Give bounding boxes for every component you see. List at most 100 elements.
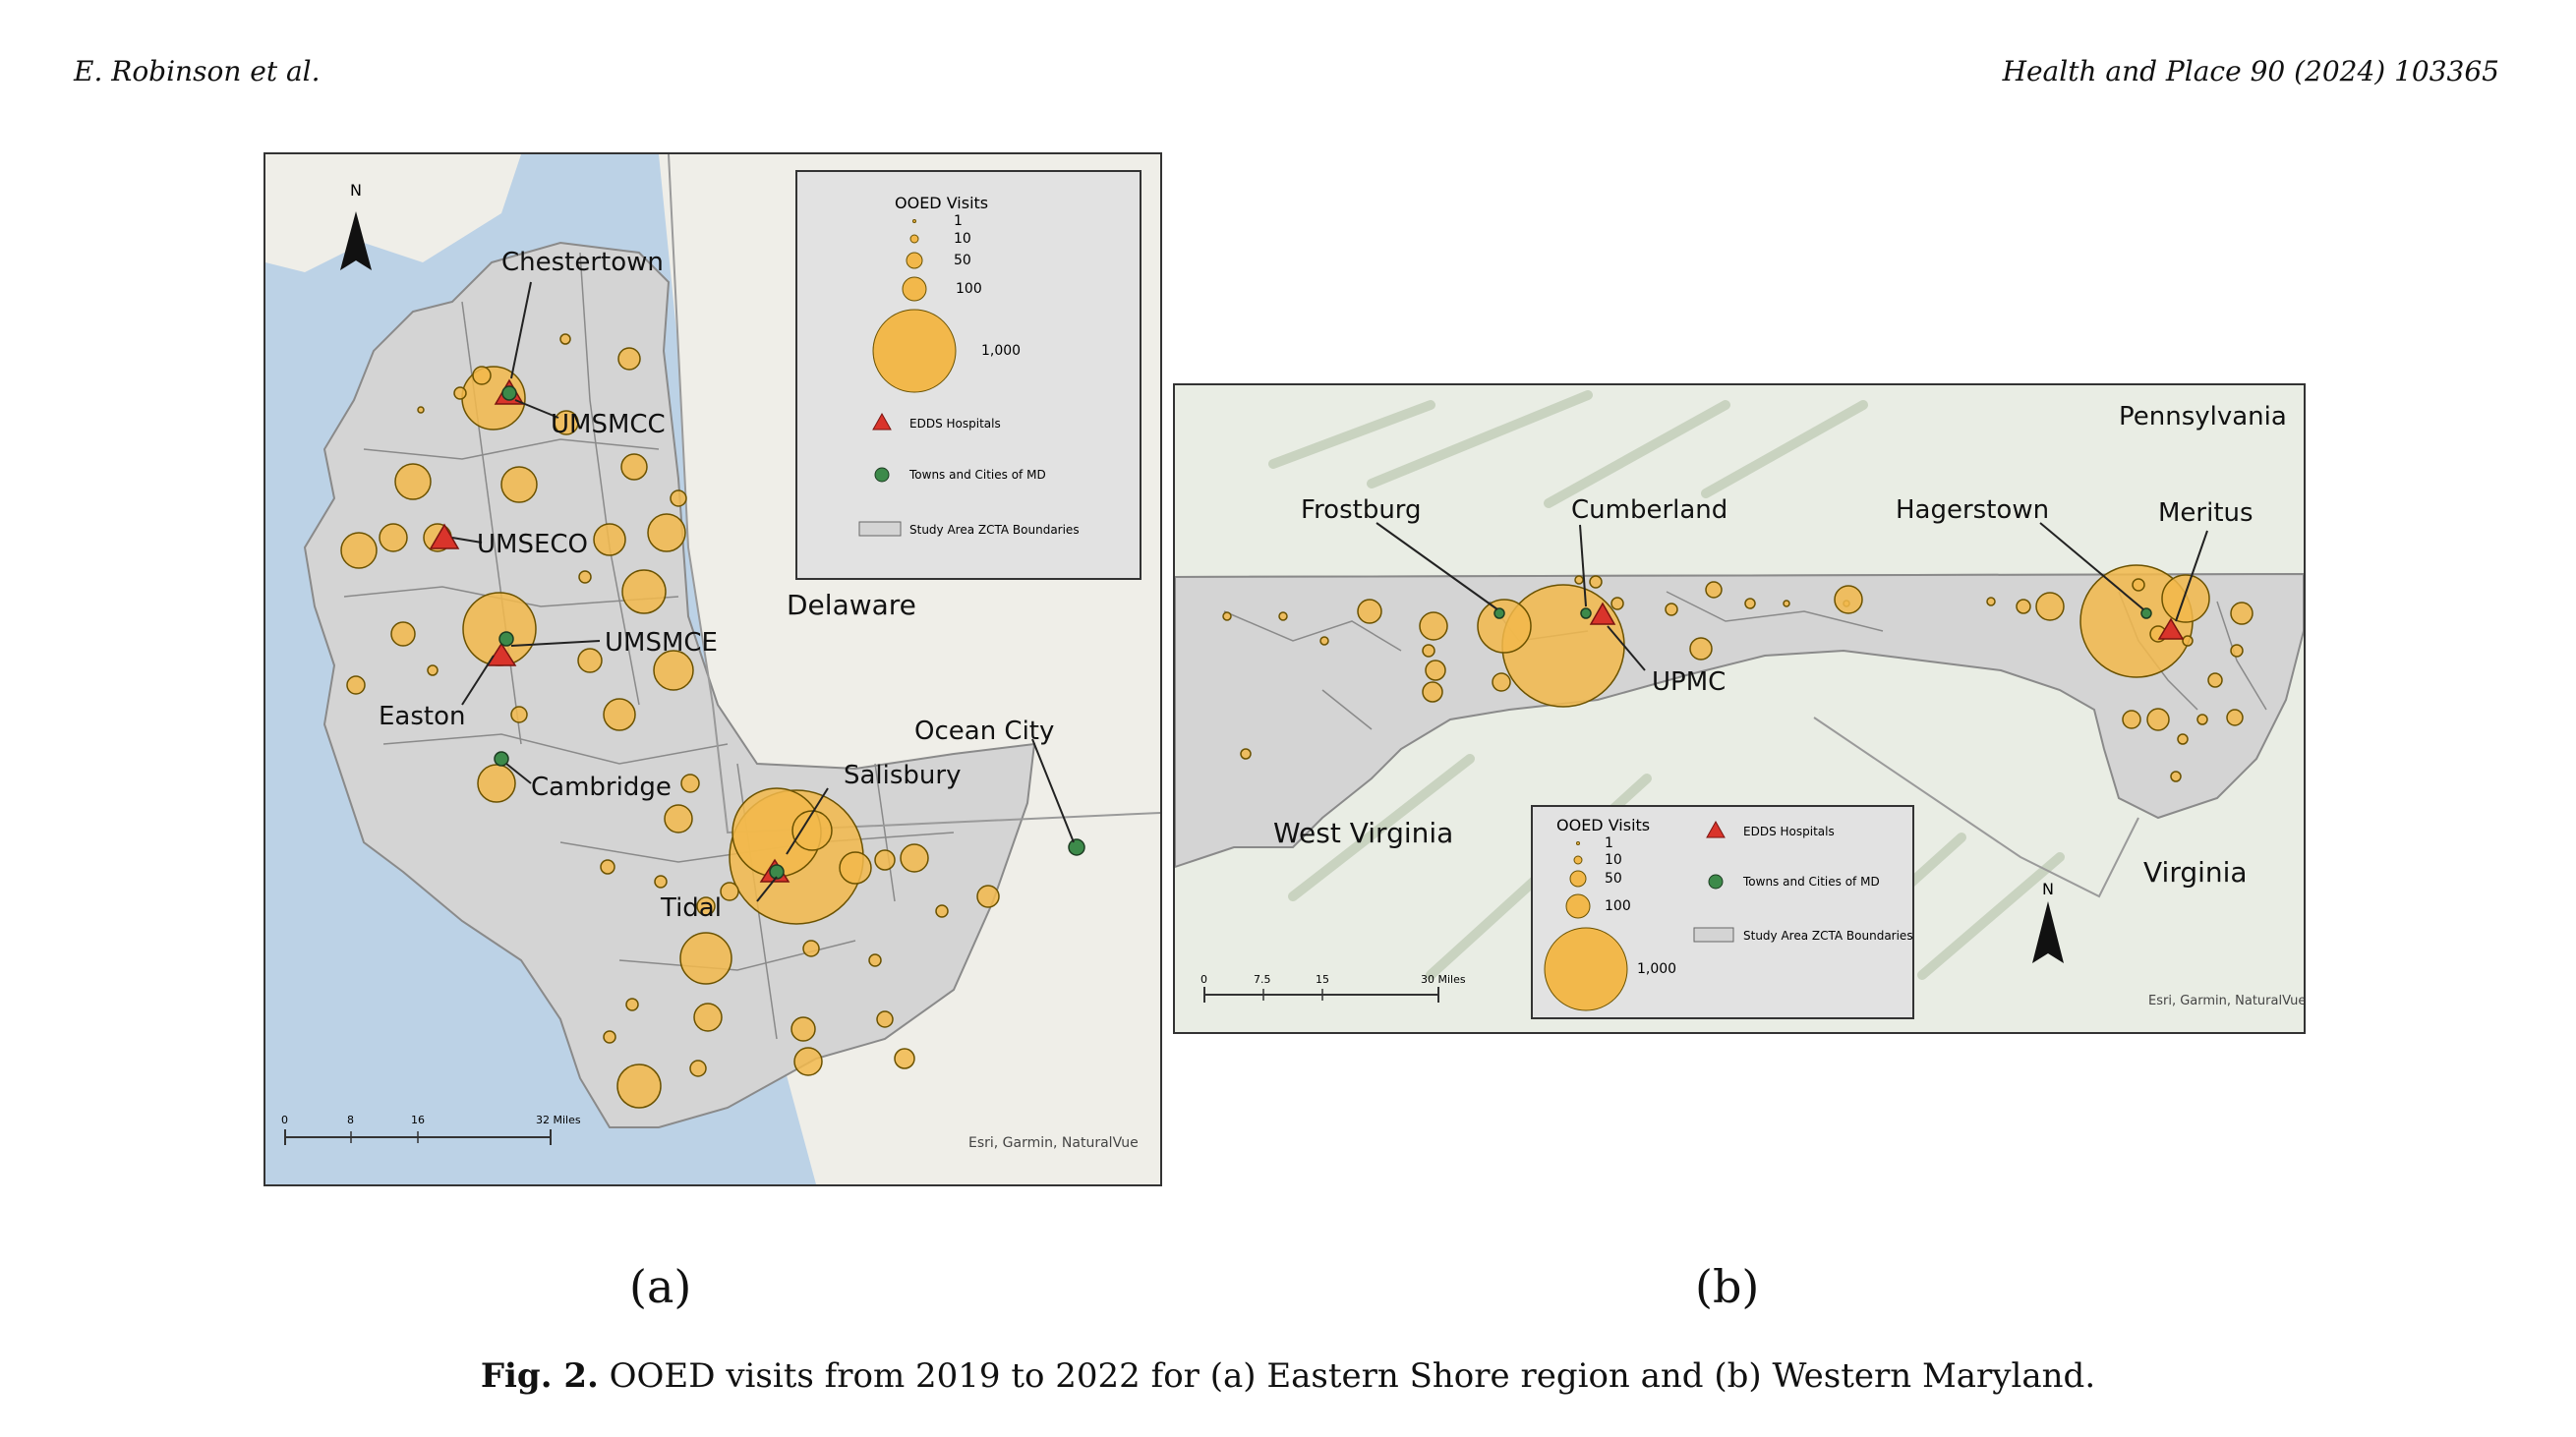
visit-circle bbox=[935, 904, 949, 918]
visit-circle bbox=[693, 1003, 723, 1032]
town-icon bbox=[494, 751, 509, 767]
study-area-zcta bbox=[1175, 572, 2304, 869]
visit-circle bbox=[453, 386, 467, 400]
legend-hospitals-label: EDDS Hospitals bbox=[1743, 825, 1835, 838]
visit-circle bbox=[647, 513, 686, 552]
visit-circle bbox=[340, 532, 378, 569]
visit-circle bbox=[839, 851, 872, 885]
visit-circle bbox=[346, 675, 366, 695]
visit-circle bbox=[394, 463, 432, 500]
visit-circle bbox=[1422, 644, 1435, 658]
town-icon bbox=[501, 385, 517, 401]
label-upmc: UPMC bbox=[1652, 667, 1726, 697]
visit-circle bbox=[664, 804, 693, 833]
scale-tick: 0 bbox=[281, 1114, 288, 1126]
legend-zcta-label: Study Area ZCTA Boundaries bbox=[909, 523, 1080, 537]
visit-circle bbox=[1783, 600, 1790, 607]
visit-circle bbox=[2132, 578, 2145, 592]
legend-size-label: 1,000 bbox=[1637, 961, 1676, 977]
north-label: N bbox=[350, 181, 362, 200]
visit-circle bbox=[1240, 748, 1252, 760]
scale-tick: 16 bbox=[411, 1114, 425, 1126]
label-frostburg: Frostburg bbox=[1301, 495, 1422, 525]
visit-circle bbox=[876, 1010, 894, 1028]
legend-zcta-swatch bbox=[858, 521, 902, 537]
legend-size-50 bbox=[1569, 870, 1587, 888]
legend-size-100 bbox=[1565, 893, 1591, 919]
towns-markers bbox=[1493, 607, 2152, 619]
leader-lines bbox=[1376, 522, 2208, 671]
legend-size-10 bbox=[909, 234, 919, 244]
legend-zcta-swatch bbox=[1693, 927, 1734, 943]
map-credit: Esri, Garmin, NaturalVue bbox=[968, 1135, 1139, 1151]
visit-circle bbox=[720, 882, 739, 901]
visit-circle bbox=[874, 849, 896, 871]
scale-bar-map-a: 0 8 16 32 Miles bbox=[281, 1114, 581, 1145]
western-shore-land bbox=[265, 154, 521, 272]
label-cambridge: Cambridge bbox=[531, 773, 672, 802]
visit-circle bbox=[2170, 771, 2182, 782]
visit-circle bbox=[578, 570, 592, 584]
ooed-circles bbox=[340, 333, 1000, 1109]
hospital-icon bbox=[486, 642, 517, 666]
visit-circle bbox=[577, 648, 603, 673]
subcaption-b: (b) bbox=[1695, 1260, 1760, 1313]
legend-size-1 bbox=[912, 219, 916, 223]
legend-size-label: 50 bbox=[954, 253, 971, 268]
visit-circle bbox=[472, 366, 492, 385]
legend-map-a: OOED Visits 1 10 50 100 1,000 EDDS Hospi… bbox=[795, 170, 1142, 580]
town-icon bbox=[2140, 607, 2152, 619]
visit-circle bbox=[1492, 672, 1511, 692]
visit-circle bbox=[417, 406, 425, 414]
legend-size-1000 bbox=[1544, 927, 1628, 1011]
visit-circle bbox=[600, 859, 615, 875]
visit-circle bbox=[2122, 710, 2141, 729]
legend-size-100 bbox=[902, 276, 927, 302]
label-virginia: Virginia bbox=[2143, 856, 2248, 889]
visit-circle bbox=[679, 932, 732, 985]
legend-zcta-label: Study Area ZCTA Boundaries bbox=[1743, 929, 1913, 943]
north-label: N bbox=[2042, 880, 2054, 898]
map-western-maryland: Pennsylvania Frostburg Cumberland Hagers… bbox=[1173, 383, 2306, 1034]
hospital-icon bbox=[429, 523, 460, 549]
caption-text: OOED visits from 2019 to 2022 for (a) Ea… bbox=[598, 1356, 2096, 1396]
legend-title: OOED Visits bbox=[895, 194, 988, 212]
towns-markers bbox=[494, 385, 1085, 880]
legend-size-label: 1,000 bbox=[981, 343, 1021, 359]
legend-size-label: 100 bbox=[956, 281, 982, 297]
visit-circle bbox=[1610, 597, 1624, 610]
va-border bbox=[1813, 717, 2139, 898]
visit-circle bbox=[620, 453, 648, 481]
visit-circle bbox=[559, 333, 571, 345]
visit-circle bbox=[1744, 598, 1756, 609]
scale-tick: 0 bbox=[1200, 973, 1207, 986]
visit-circle bbox=[510, 706, 528, 723]
visit-circle bbox=[802, 940, 820, 957]
label-umsmcc: UMSMCC bbox=[551, 410, 666, 439]
legend-size-label: 10 bbox=[1605, 852, 1622, 868]
visit-circle bbox=[2182, 635, 2194, 647]
legend-size-1 bbox=[1576, 841, 1580, 845]
visit-circle bbox=[616, 1063, 662, 1109]
visit-circle bbox=[1222, 611, 1232, 621]
running-header-authors: E. Robinson et al. bbox=[74, 55, 321, 87]
visit-circle bbox=[976, 885, 1000, 908]
town-icon bbox=[498, 631, 514, 647]
legend-map-b: OOED Visits 1 10 50 100 1,000 EDDS Hospi… bbox=[1531, 805, 1914, 1019]
visit-circle bbox=[2230, 644, 2244, 658]
scale-bar-map-b: 0 7.5 15 30 Miles bbox=[1200, 973, 1466, 1003]
figure-caption: Fig. 2. OOED visits from 2019 to 2022 fo… bbox=[0, 1356, 2576, 1396]
running-header-journal: Health and Place 90 (2024) 103365 bbox=[2002, 55, 2499, 87]
visit-circle bbox=[894, 1048, 915, 1069]
visit-circle bbox=[554, 410, 579, 435]
visit-circle bbox=[1665, 603, 1678, 616]
north-arrow-icon bbox=[2032, 901, 2064, 963]
map-a-svg: N Chestertown UMSMCC UMSECO UMSMCE Easto… bbox=[265, 154, 1160, 1184]
visit-circle bbox=[427, 664, 439, 676]
label-delaware: Delaware bbox=[787, 589, 916, 621]
visit-circle bbox=[390, 621, 416, 647]
visit-circle bbox=[790, 1016, 816, 1042]
visit-circle bbox=[500, 466, 538, 503]
label-chestertown: Chestertown bbox=[501, 248, 664, 277]
label-umsmce: UMSMCE bbox=[605, 628, 718, 658]
